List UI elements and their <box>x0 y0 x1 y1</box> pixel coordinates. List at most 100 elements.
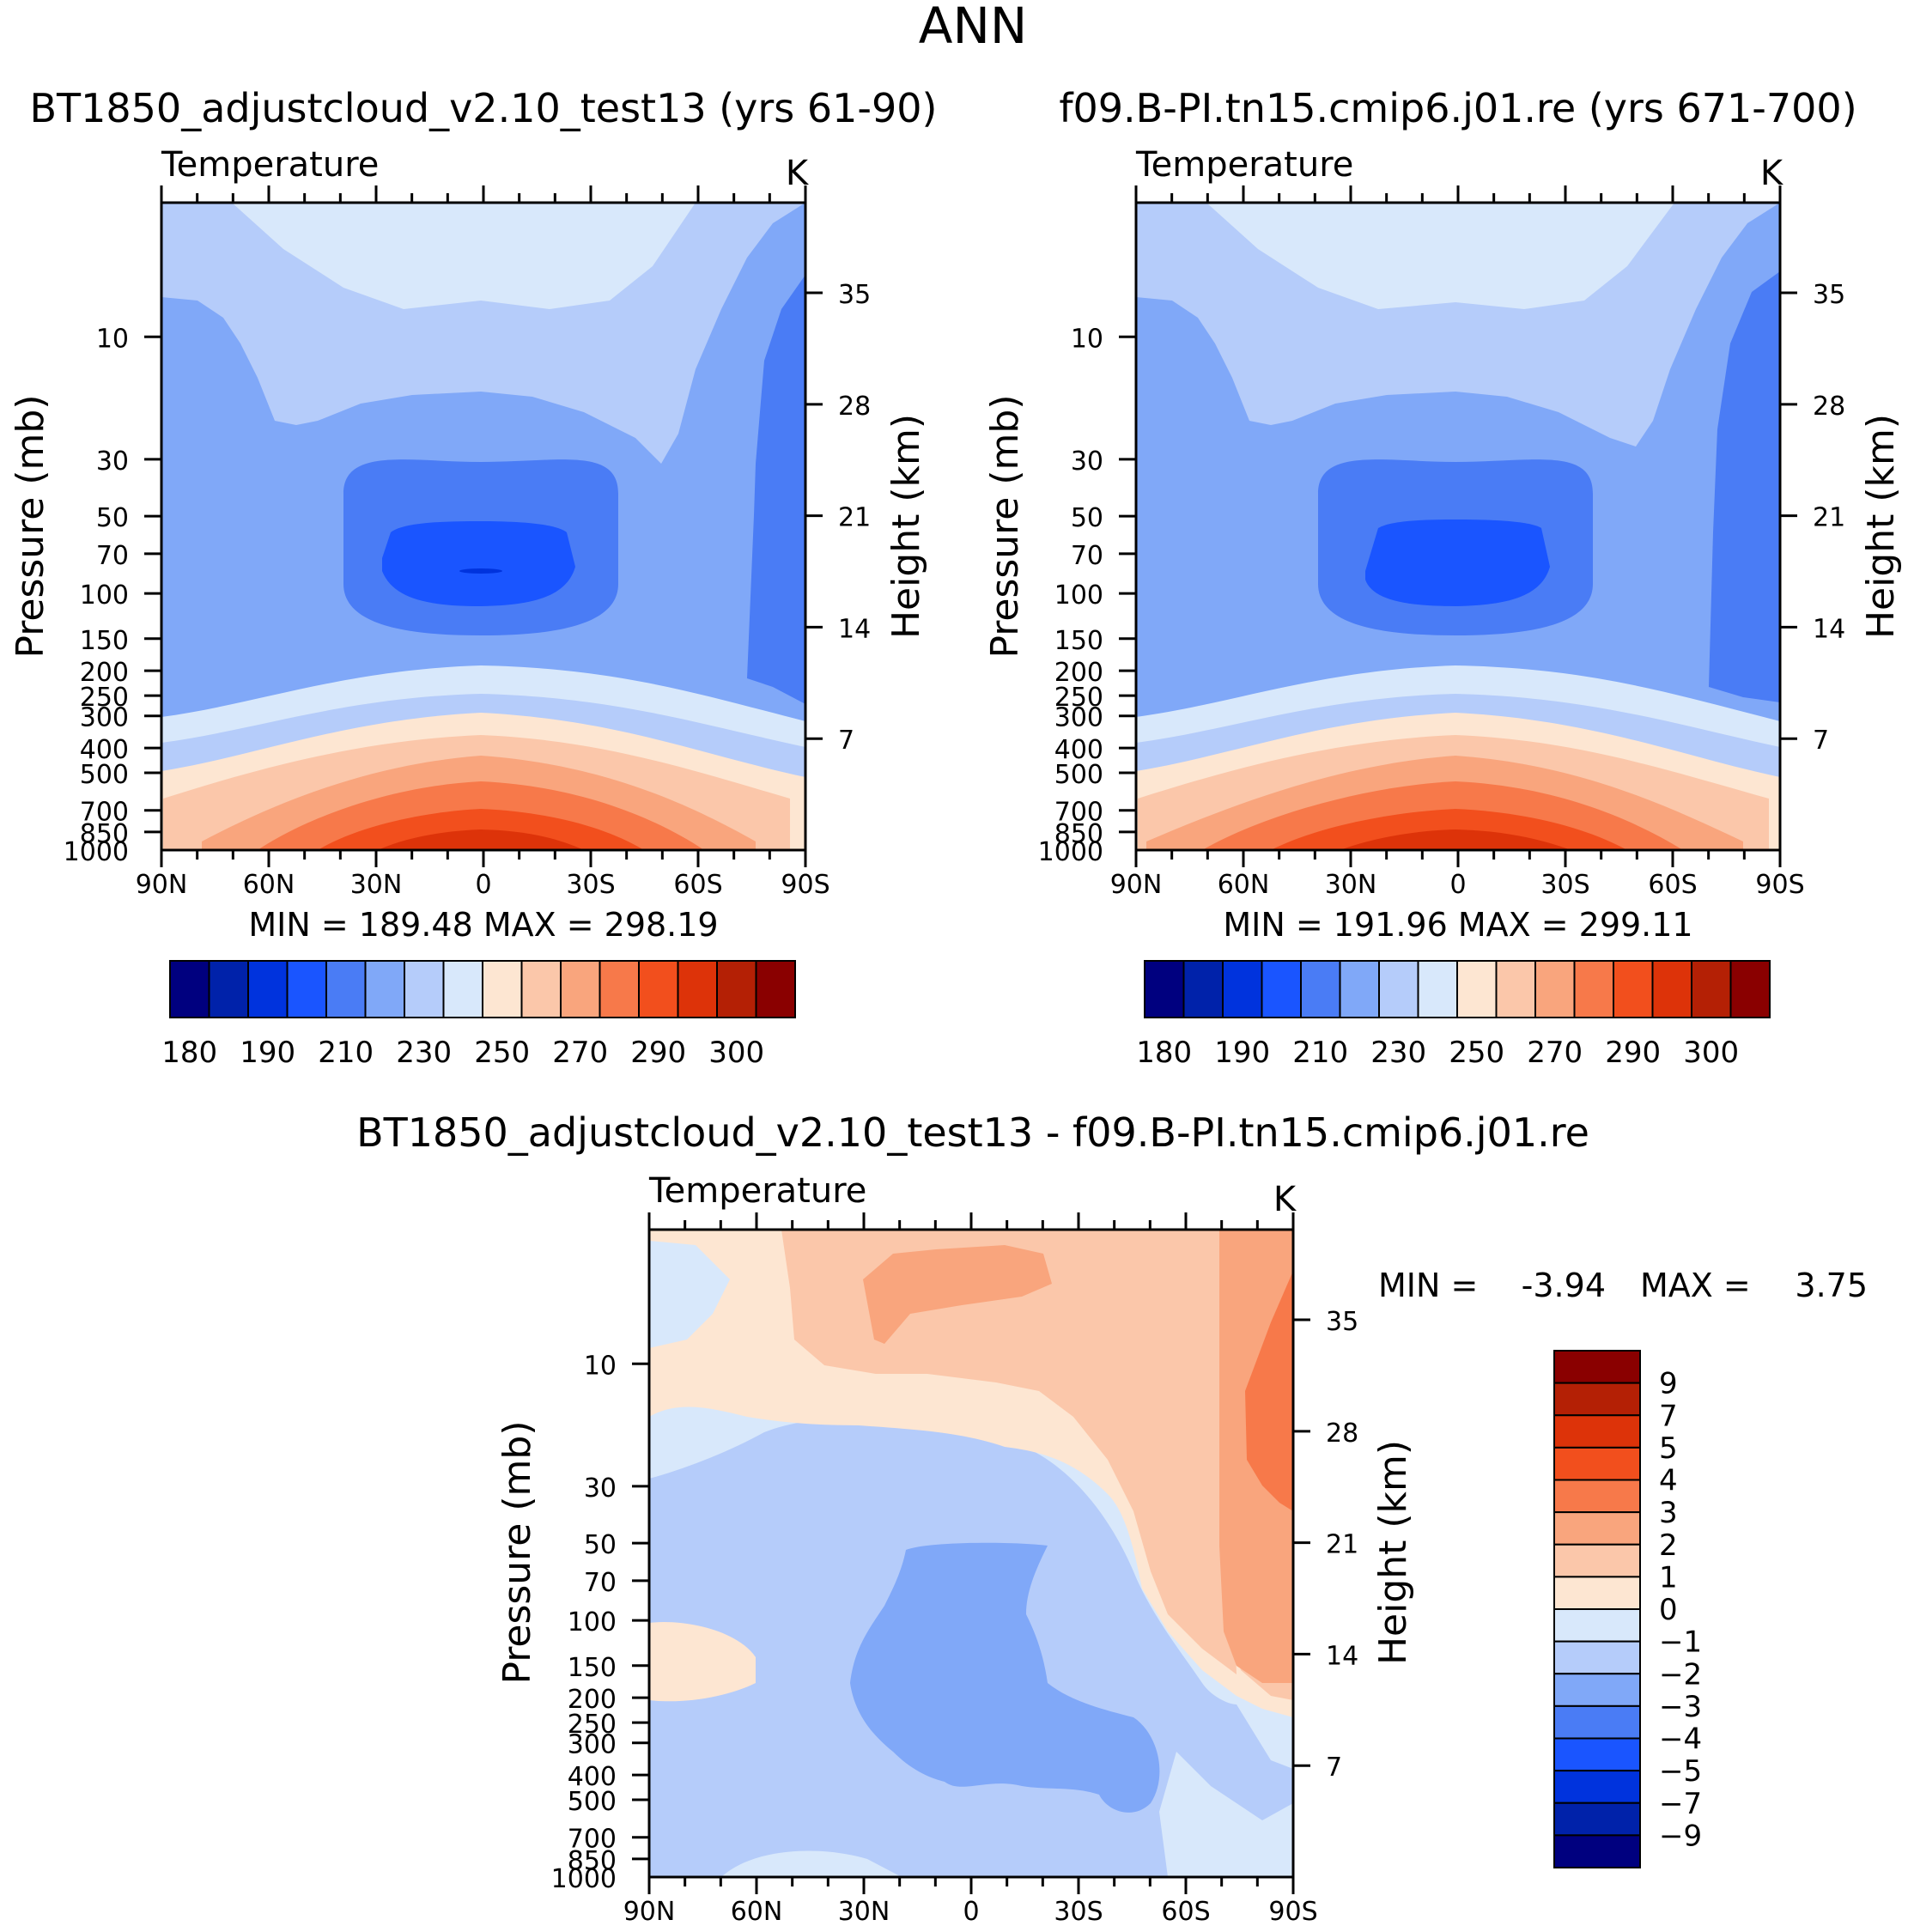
pressure-tick-label: 850 <box>1054 819 1103 849</box>
height-tick-label: 28 <box>1326 1419 1358 1449</box>
stats-min-label: MIN = <box>1378 1267 1478 1304</box>
colorbar-label: 210 <box>1292 1036 1348 1070</box>
contour-fill-230 <box>1206 203 1674 309</box>
pressure-tick-label: 50 <box>1071 503 1103 533</box>
colorbar-swatch <box>1417 960 1458 1018</box>
colorbar-label: 300 <box>1683 1036 1739 1070</box>
y2-axis-label: Height (km) <box>1859 414 1903 639</box>
y-axis-label: Pressure (mb) <box>495 1421 539 1685</box>
x-tick-label: 90N <box>136 870 188 900</box>
colorbar-label: 180 <box>1136 1036 1192 1070</box>
colorbar-swatch <box>1339 960 1380 1018</box>
colorbar-label: 270 <box>1527 1036 1583 1070</box>
contour-fill-minus-1-np <box>649 1241 730 1348</box>
x-tick-label: 30N <box>838 1897 890 1927</box>
colorbar-label: 3 <box>1659 1496 1678 1530</box>
colorbar-label: 2 <box>1659 1528 1678 1563</box>
axis-bottom: 90N 60N 30N 0 30S 60S 90S <box>623 1212 1318 1927</box>
pressure-tick-label: 700 <box>568 1825 617 1855</box>
contour-fill-290 <box>1271 809 1627 850</box>
colorbar-swatch <box>1553 1543 1641 1578</box>
y2-axis-label: Height (km) <box>884 414 928 639</box>
x-tick-label: 30S <box>1540 870 1589 900</box>
height-tick-label: 14 <box>1326 1641 1358 1671</box>
pressure-tick-label: 400 <box>1054 735 1103 765</box>
variable-label: Temperature <box>161 145 379 185</box>
colorbar-swatch <box>325 960 367 1018</box>
contour-fill-230 <box>232 203 696 309</box>
x-tick-label: 60S <box>1648 870 1697 900</box>
pressure-tick-label: 200 <box>1054 658 1103 688</box>
colorbar-swatch <box>1553 1382 1641 1417</box>
pressure-tick-label: 100 <box>568 1607 617 1637</box>
pressure-tick-label: 850 <box>80 819 129 849</box>
height-tick-label: 35 <box>1326 1307 1358 1337</box>
x-tick-label: 90S <box>1755 870 1804 900</box>
colorbar-swatch <box>1553 1640 1641 1675</box>
pressure-tick-label: 70 <box>584 1568 617 1598</box>
pressure-tick-label: 100 <box>1054 580 1103 611</box>
contour-fill-190 <box>1365 519 1550 606</box>
panel-title: BT1850_adjustcloud_v2.10_test13 - f09.B-… <box>356 1109 1589 1156</box>
x-tick-label: 90N <box>623 1897 676 1927</box>
height-tick-label: 28 <box>1813 392 1845 422</box>
colorbar-label: 190 <box>240 1036 295 1070</box>
stats-max-label: MAX = <box>1640 1267 1751 1304</box>
pressure-tick-label: 150 <box>568 1653 617 1683</box>
colorbar-swatch <box>1729 960 1771 1018</box>
height-tick-label: 14 <box>1813 614 1845 644</box>
colorbar-swatch <box>677 960 718 1018</box>
pressure-tick-label: 200 <box>568 1685 617 1715</box>
contour-fill-plus-1 <box>781 1230 1293 1700</box>
colorbar-swatch <box>1553 1576 1641 1610</box>
pressure-tick-label: 300 <box>1054 703 1103 733</box>
x-tick-label: 30N <box>1325 870 1377 900</box>
panel-title: f09.B-PI.tn15.cmip6.j01.re (yrs 671-700) <box>1059 85 1856 131</box>
colorbar-swatch <box>1222 960 1263 1018</box>
colorbar-swatch <box>1553 1737 1641 1772</box>
y2-axis-label: Height (km) <box>1371 1440 1415 1665</box>
colorbar-label: −9 <box>1659 1819 1702 1853</box>
x-tick-label: 90S <box>781 870 829 900</box>
pressure-tick-label: 850 <box>568 1846 617 1876</box>
colorbar-swatch <box>1456 960 1498 1018</box>
x-tick-label: 60S <box>1161 1897 1210 1927</box>
pressure-tick-label: 70 <box>96 541 129 571</box>
colorbar-label: 5 <box>1659 1431 1678 1466</box>
colorbar-label: 230 <box>396 1036 452 1070</box>
colorbar-swatch <box>169 960 210 1018</box>
y-axis-label: Pressure (mb) <box>983 395 1027 659</box>
colorbar-label: 7 <box>1659 1399 1678 1433</box>
pressure-tick-label: 300 <box>80 703 129 733</box>
page-title: ANN <box>919 0 1027 55</box>
pressure-tick-label: 100 <box>80 580 129 611</box>
axis-right: 7 14 21 28 35 <box>1293 1307 1358 1783</box>
colorbar-swatch <box>1261 960 1302 1018</box>
pressure-tick-label: 150 <box>1054 626 1103 656</box>
x-tick-label: 0 <box>963 1897 979 1927</box>
colorbar-label: 270 <box>552 1036 608 1070</box>
colorbar: 180 190 210 230 250 270 290 300 <box>1136 960 1771 1070</box>
colorbar-swatch <box>247 960 289 1018</box>
contour-field <box>649 1230 1293 1877</box>
colorbar-swatch <box>286 960 327 1018</box>
colorbar-swatch <box>755 960 796 1018</box>
axis-right: 7 14 21 28 35 <box>1780 280 1845 756</box>
pressure-tick-label: 500 <box>568 1787 617 1817</box>
pressure-tick-label: 400 <box>80 735 129 765</box>
pressure-tick-label: 10 <box>584 1351 617 1381</box>
height-tick-label: 35 <box>1813 280 1845 310</box>
colorbar-swatch <box>1553 1414 1641 1449</box>
colorbar-swatch <box>1534 960 1576 1018</box>
pressure-tick-label: 150 <box>80 626 129 656</box>
colorbar-label: 0 <box>1659 1593 1678 1627</box>
colorbar-swatch <box>520 960 562 1018</box>
colorbar-swatch <box>1553 1608 1641 1643</box>
colorbar: 180 190 210 230 250 270 290 300 <box>161 960 796 1070</box>
colorbar-swatch <box>1182 960 1224 1018</box>
pressure-tick-label: 1000 <box>1038 837 1103 867</box>
x-tick-label: 60N <box>1218 870 1270 900</box>
panel-difference: BT1850_adjustcloud_v2.10_test13 - f09.B-… <box>356 1109 1868 1927</box>
pressure-tick-label: 200 <box>80 658 129 688</box>
